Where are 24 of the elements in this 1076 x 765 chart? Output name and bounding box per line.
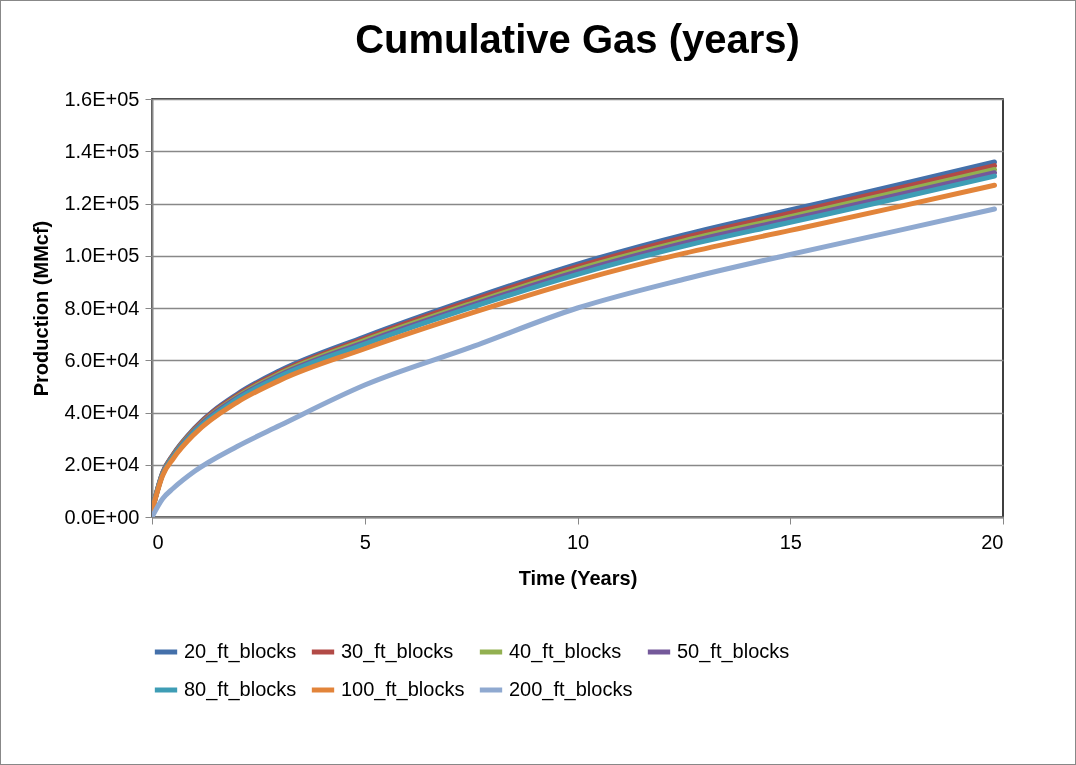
y-tick-label: 1.6E+05 [64,87,140,110]
legend-label: 80_ft_blocks [184,678,297,701]
legend-label: 100_ft_blocks [341,678,465,701]
x-tick-label: 10 [566,530,590,553]
x-tick-label: 5 [359,530,371,553]
legend-label: 40_ft_blocks [509,640,622,663]
y-tick-label: 8.0E+04 [64,296,140,319]
y-tick-label: 1.0E+05 [64,244,140,267]
y-tick-label: 4.0E+04 [64,401,140,423]
y-tick-label: 1.4E+05 [64,139,140,162]
legend-label: 50_ft_blocks [677,640,790,663]
y-tick-label: 2.0E+04 [64,453,140,476]
x-tick-label: 15 [779,530,802,553]
y-axis-title: Production (MMcf) [30,220,53,397]
x-axis-title: Time (Years) [518,566,638,589]
chart-title: Cumulative Gas (years) [355,17,800,61]
y-tick-label: 6.0E+04 [64,348,140,371]
y-tick-label: 1.2E+05 [64,192,140,214]
x-tick-label: 0 [152,530,164,553]
legend-label: 200_ft_blocks [509,678,633,701]
legend-label: 30_ft_blocks [341,640,454,663]
x-tick-label: 20 [981,530,1004,553]
legend-label: 20_ft_blocks [184,640,297,663]
y-tick-label: 0.0E+00 [64,505,140,528]
